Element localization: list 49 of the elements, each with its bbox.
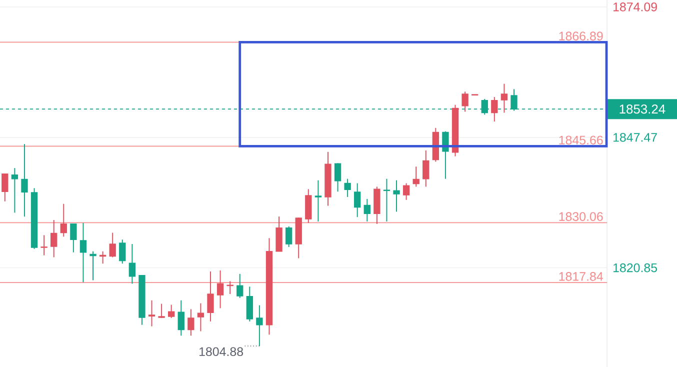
y-tick-label: 1847.47 bbox=[613, 132, 657, 142]
candlestick bbox=[90, 250, 96, 281]
candlestick bbox=[80, 222, 87, 283]
candlestick bbox=[491, 96, 498, 122]
candlestick bbox=[158, 303, 165, 318]
candlestick bbox=[11, 168, 18, 214]
candlestick bbox=[305, 188, 312, 224]
candlestick bbox=[462, 91, 468, 112]
candlestick bbox=[393, 180, 400, 212]
ref-line-label: 1853.24 bbox=[620, 104, 666, 114]
candlestick bbox=[412, 166, 420, 188]
candlestick bbox=[285, 226, 292, 248]
candlestick bbox=[21, 144, 28, 218]
candlestick bbox=[109, 232, 116, 258]
candlestick bbox=[383, 178, 390, 222]
y-tick-label: 1820.85 bbox=[613, 263, 658, 272]
candlestick bbox=[500, 83, 508, 114]
candlestick bbox=[354, 182, 361, 218]
candlestick bbox=[276, 216, 282, 252]
candlestick bbox=[119, 239, 126, 264]
candlestick bbox=[422, 150, 430, 188]
ref-line-label: 1866.89 bbox=[559, 32, 603, 40]
candlestick bbox=[50, 220, 58, 258]
candlestick bbox=[364, 198, 370, 222]
candlestick bbox=[314, 180, 322, 222]
candlestick bbox=[60, 203, 67, 238]
candlestick bbox=[128, 244, 136, 284]
candlestick bbox=[168, 304, 175, 318]
candlestick bbox=[236, 273, 244, 298]
candlestick bbox=[178, 300, 184, 336]
annotation: 1804.88 bbox=[199, 347, 244, 356]
candlestick bbox=[197, 302, 204, 332]
ref-line-label: 1830.06 bbox=[559, 212, 603, 221]
candlestick bbox=[188, 308, 194, 336]
candlestick bbox=[148, 300, 156, 327]
y-tick-label: 1874.09 bbox=[613, 2, 657, 12]
candlestick bbox=[442, 130, 449, 180]
candlestick bbox=[256, 304, 263, 347]
candlestick bbox=[344, 178, 351, 198]
ref-line-label: 1845.66 bbox=[559, 136, 603, 145]
candlestick bbox=[246, 286, 253, 322]
candlestick bbox=[40, 234, 48, 256]
candlestick bbox=[2, 173, 8, 202]
candlestick bbox=[70, 223, 77, 253]
ref-line-label: 1817.84 bbox=[559, 272, 603, 281]
candlestick bbox=[334, 162, 342, 192]
candlestick bbox=[216, 270, 224, 309]
candlestick bbox=[402, 182, 410, 200]
candlestick bbox=[207, 270, 214, 322]
